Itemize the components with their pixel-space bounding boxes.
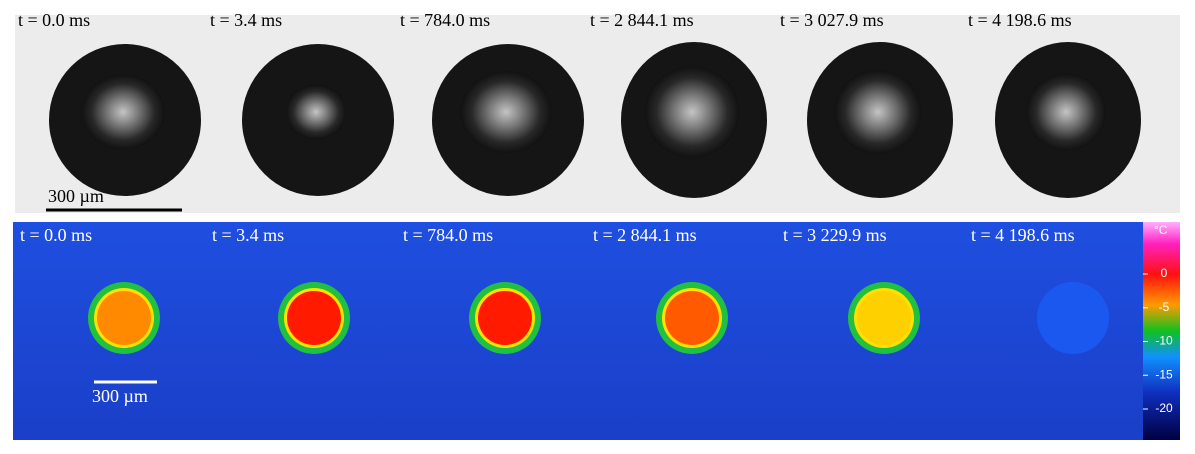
tick-label: -15 [1155,367,1173,381]
frame-label: t = 3.4 ms [210,10,282,30]
colorbar-unit: °C [1154,223,1168,237]
frame-label: t = 0.0 ms [18,10,90,30]
droplet-core [1037,282,1109,354]
scale-label: 300 µm [92,386,148,406]
frame-label: t = 3.4 ms [212,225,284,245]
droplet-core [665,291,719,345]
droplet-core [287,291,341,345]
frame-label: t = 4 198.6 ms [971,225,1075,245]
frame-label: t = 784.0 ms [403,225,493,245]
frame-label: t = 2 844.1 ms [593,225,697,245]
tick-label: -10 [1155,334,1173,348]
droplet-core [857,291,911,345]
droplet-core [97,291,151,345]
frame-label: t = 3 027.9 ms [780,10,884,30]
droplet-core [834,69,922,155]
frame-label: t = 0.0 ms [20,225,92,245]
scale-label: 300 µm [48,186,104,206]
tick-label: -5 [1159,300,1170,314]
tick-label: 0 [1161,266,1168,280]
colorbar [1143,222,1180,440]
bottom-panel [13,222,1143,440]
frame-label: t = 3 229.9 ms [783,225,887,245]
droplet-core [644,66,740,158]
colorbar-labels: °C 0 -5 -10 -15 -20 [1143,223,1173,415]
frame-label: t = 2 844.1 ms [590,10,694,30]
droplet-core [1025,73,1107,151]
droplet-core [285,84,347,140]
tick-label: -20 [1155,401,1173,415]
droplet-core [460,70,552,154]
frame-label: t = 784.0 ms [400,10,490,30]
droplet-core [81,74,165,150]
frame-label: t = 4 198.6 ms [968,10,1072,30]
droplet-core [478,291,532,345]
top-panel [15,15,1180,213]
